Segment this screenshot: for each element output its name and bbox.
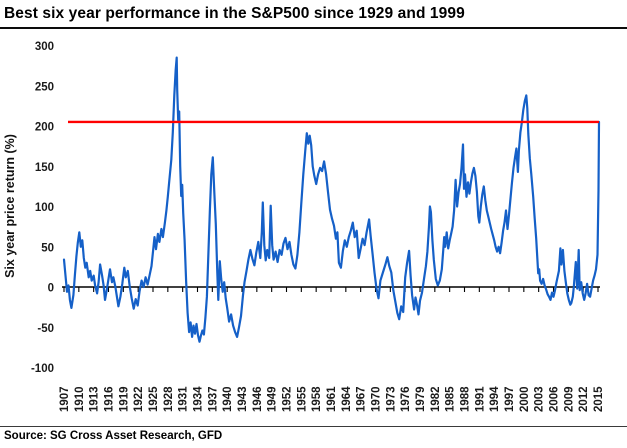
x-tick-label: 1970 <box>371 386 383 412</box>
x-tick-label: 1952 <box>282 386 294 412</box>
x-tick-label: 1997 <box>504 386 516 412</box>
x-tick-label: 1955 <box>296 386 308 412</box>
x-tick-label: 2009 <box>563 386 575 412</box>
y-tick-label: 150 <box>35 162 54 174</box>
x-tick-label: 1913 <box>89 386 101 412</box>
x-tick-label: 1940 <box>222 386 234 412</box>
source-note: Source: SG Cross Asset Research, GFD <box>4 430 223 442</box>
x-tick-label: 1976 <box>400 386 412 412</box>
x-tick-label: 1925 <box>148 386 160 412</box>
y-tick-label: 100 <box>35 202 54 214</box>
x-tick-label: 1979 <box>415 386 427 412</box>
x-tick-label: 2006 <box>549 386 561 412</box>
x-tick-label: 1928 <box>163 386 175 412</box>
page-title: Best six year performance in the S&P500 … <box>4 5 465 22</box>
x-tick-label: 1922 <box>133 386 145 412</box>
y-tick-label: 0 <box>48 283 54 295</box>
title-underline <box>0 27 627 29</box>
price-return-line <box>62 56 601 343</box>
x-tick-label: 1958 <box>311 386 323 412</box>
x-tick-label: 2000 <box>519 386 531 412</box>
x-tick-label: 1949 <box>267 386 279 412</box>
x-tick-label: 1946 <box>252 386 264 412</box>
x-tick-label: 2015 <box>593 386 605 412</box>
x-tick-label: 1907 <box>59 386 71 412</box>
x-tick-label: 1961 <box>326 386 338 412</box>
y-tick-label: -100 <box>31 363 54 375</box>
x-tick-label: 1982 <box>430 386 442 412</box>
x-tick-label: 2003 <box>534 386 546 412</box>
y-tick-label: 50 <box>41 242 54 254</box>
x-tick-label: 1916 <box>104 386 116 412</box>
x-tick-label: 1931 <box>178 386 190 412</box>
footer: Source: SG Cross Asset Research, GFD <box>0 426 627 448</box>
x-tick-label: 1994 <box>489 386 501 412</box>
x-tick-label: 1967 <box>356 386 368 412</box>
x-tick-label: 1973 <box>385 386 397 412</box>
y-tick-label: 250 <box>35 81 54 93</box>
x-tick-label: 2012 <box>578 386 590 412</box>
x-tick-label: 1934 <box>193 386 205 412</box>
y-tick-label: 200 <box>35 122 54 134</box>
y-tick-label: 300 <box>35 41 54 53</box>
x-tick-label: 1985 <box>445 386 457 412</box>
x-tick-label: 1910 <box>74 386 86 412</box>
x-tick-label: 1988 <box>460 386 472 412</box>
x-tick-label: 1937 <box>207 386 219 412</box>
x-tick-label: 1964 <box>341 386 353 412</box>
y-tick-label: -50 <box>37 323 54 335</box>
x-tick-label: 1943 <box>237 386 249 412</box>
line-chart: 300 250 200 150 100 50 0 -50 -100 Six year price … <box>3 41 605 412</box>
x-tick-label: 1991 <box>474 386 486 412</box>
x-tick-label: 1919 <box>118 386 130 412</box>
y-axis-title: Six year price return (%) <box>3 134 17 278</box>
